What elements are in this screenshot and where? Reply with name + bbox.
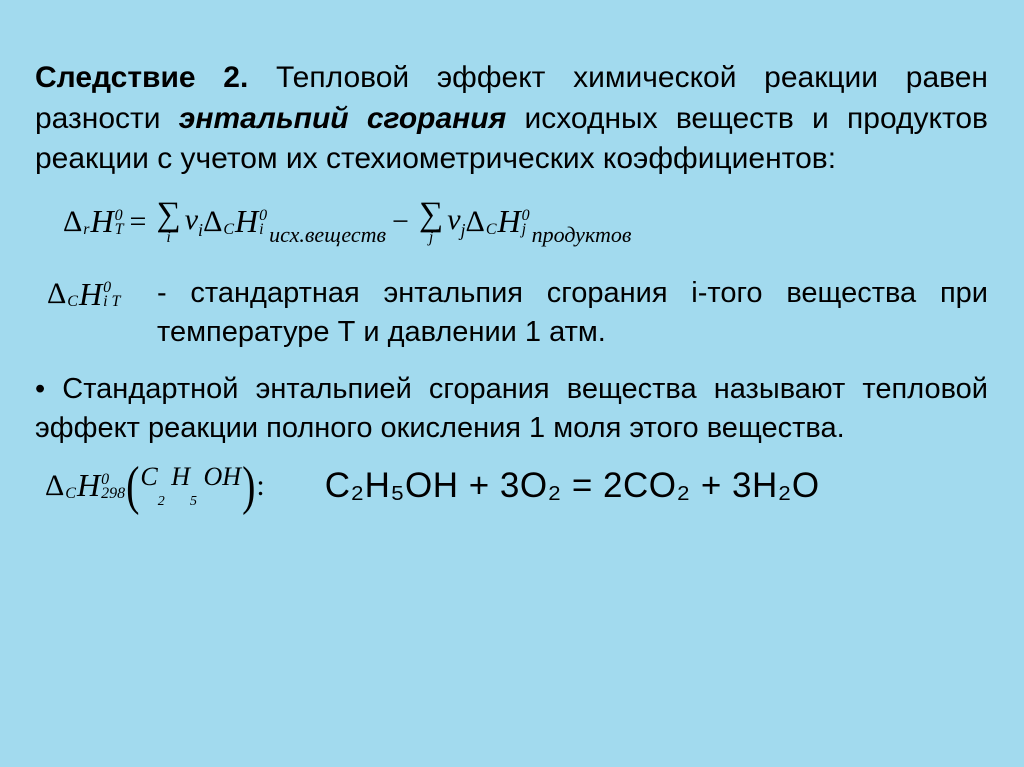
nu-i: νi <box>185 203 203 241</box>
label-products: продуктов <box>530 222 632 248</box>
delta-c-H-j: Δ C H 0j продуктов <box>466 203 632 240</box>
corollary-heading: Следствие 2. Тепловой эффект химической … <box>35 58 988 180</box>
delta-c-H-i: Δ C H 0i исх.веществ <box>203 203 386 240</box>
slide-card: Следствие 2. Тепловой эффект химической … <box>35 58 988 708</box>
term-def-text: - стандартная энтальпия сгорания i-того … <box>157 274 988 352</box>
term-definition: Δ C H 0i T - стандартная энтальпия сгора… <box>47 274 988 352</box>
equals: = <box>124 205 153 239</box>
reaction-equation: C₂H₅OH + 3O₂ = 2CO₂ + 3H₂O <box>325 466 820 506</box>
main-formula: Δ r H 0T = ∑ i νi Δ C H 0i исх.веществ −… <box>63 198 988 246</box>
delta-c-H-iT: Δ C H 0i T <box>47 274 157 313</box>
delta-c-H-298-ethanol: Δ C H 0298 ( C 2 H 5 OH ): <box>45 462 265 509</box>
nu-j: νj <box>447 203 465 241</box>
heading-lead: Следствие 2. <box>35 61 248 94</box>
combustion-example: Δ C H 0298 ( C 2 H 5 OH ): C₂H₅OH + 3O₂ … <box>35 462 988 509</box>
sum-i: ∑ i <box>152 198 184 246</box>
definition-bullet: • Стандартной энтальпией сгорания вещест… <box>35 370 988 448</box>
label-reactants: исх.веществ <box>267 222 386 248</box>
delta-r-H: Δ r H 0T <box>63 203 124 240</box>
heading-emph: энтальпий сгорания <box>179 102 506 135</box>
minus: − <box>386 205 415 239</box>
sum-j: ∑ j <box>415 198 447 246</box>
